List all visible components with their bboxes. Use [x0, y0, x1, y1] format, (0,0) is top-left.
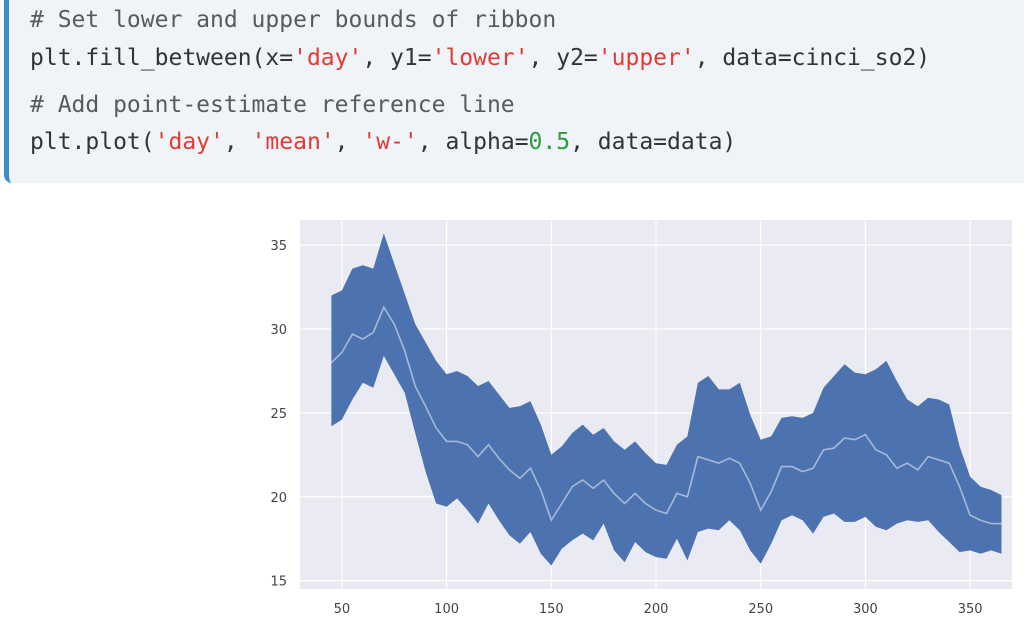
x-tick-label: 200 [644, 602, 669, 617]
ribbon-chart: 50 100 150 200 250 300 350 15 20 25 30 35 [270, 220, 1012, 617]
code-line-fill-between: plt.fill_between(x='day', y1='lower', y2… [30, 43, 930, 73]
x-tick-label: 100 [434, 602, 459, 617]
x-tick-label: 250 [748, 602, 773, 617]
x-tick-label: 50 [334, 602, 351, 617]
code-line-comment-ribbon: # Set lower and upper bounds of ribbon [30, 5, 556, 35]
code-token: , data=cinci_so2) [694, 45, 931, 71]
code-token: 'day' [154, 129, 224, 155]
code-token: 'upper' [597, 45, 695, 71]
code-token: 'lower' [431, 45, 529, 71]
x-tick-label: 150 [539, 602, 564, 617]
confidence-ribbon [331, 233, 1002, 566]
plot-output: 50 100 150 200 250 300 350 15 20 25 30 35 [0, 183, 1024, 644]
code-token: # Add point-estimate reference line [30, 92, 515, 118]
code-token: # Set lower and upper bounds of ribbon [30, 7, 557, 33]
y-tick-label: 15 [270, 575, 287, 590]
code-token: , [223, 129, 252, 155]
code-token: 'day' [293, 45, 363, 71]
code-token: plt.plot( [30, 129, 155, 155]
code-token: , [334, 129, 363, 155]
code-line-plot: plt.plot('day', 'mean', 'w-', alpha=0.5,… [30, 127, 736, 157]
code-block: # Set lower and upper bounds of ribbon p… [4, 0, 1024, 183]
y-tick-label: 20 [270, 491, 287, 506]
x-tick-label: 300 [853, 602, 878, 617]
code-token: , data=data) [570, 129, 737, 155]
code-token: , alpha= [417, 129, 529, 155]
y-tick-label: 30 [270, 323, 287, 338]
code-token: 'w-' [362, 129, 418, 155]
y-tick-label: 35 [270, 239, 287, 254]
y-tick-label: 25 [270, 407, 287, 422]
code-token: , y2= [528, 45, 598, 71]
code-token: plt.fill_between(x= [30, 45, 294, 71]
code-line-comment-reference: # Add point-estimate reference line [30, 90, 515, 120]
x-tick-label: 350 [958, 602, 983, 617]
y-tick-labels: 15 20 25 30 35 [270, 239, 287, 589]
x-tick-labels: 50 100 150 200 250 300 350 [334, 602, 983, 617]
mean-line [330, 305, 1002, 525]
code-token: 0.5 [528, 129, 571, 155]
code-token: 'mean' [251, 129, 335, 155]
code-token: , y1= [362, 45, 432, 71]
